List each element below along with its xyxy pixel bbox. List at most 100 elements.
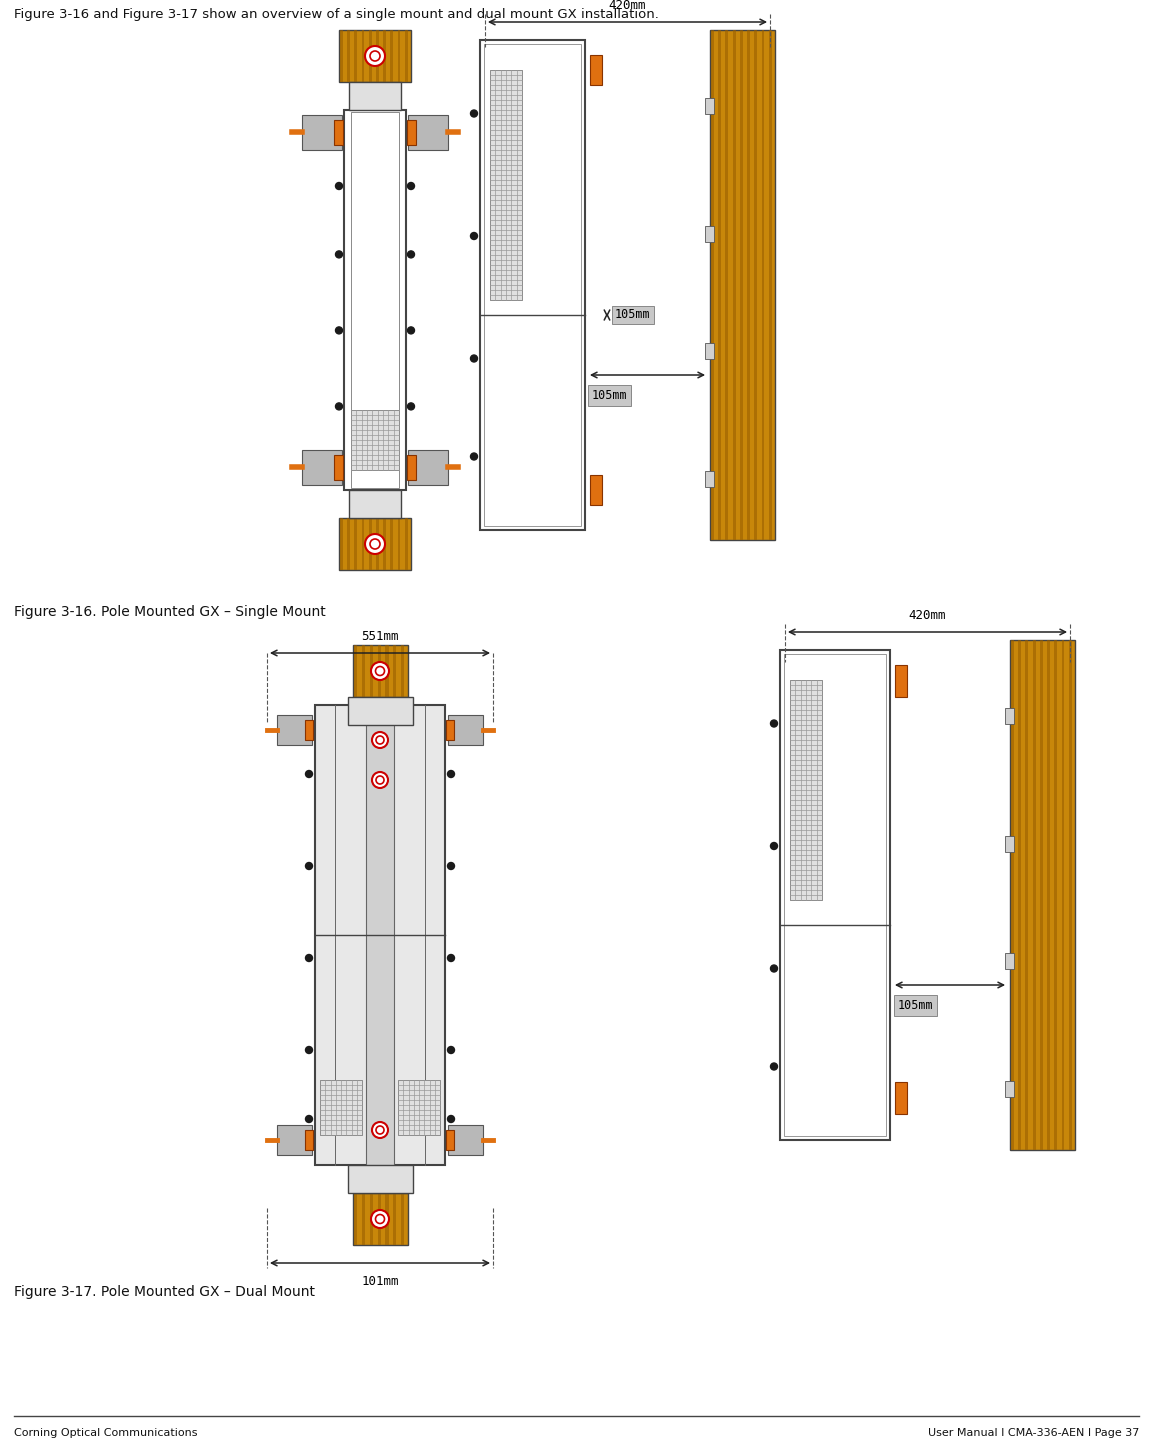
- Bar: [704, 98, 714, 114]
- Bar: [321, 1080, 362, 1135]
- Circle shape: [366, 46, 385, 67]
- Bar: [779, 650, 890, 1140]
- Circle shape: [770, 1063, 777, 1070]
- Bar: [370, 644, 372, 696]
- Bar: [340, 30, 342, 83]
- Circle shape: [447, 1115, 454, 1122]
- Bar: [369, 518, 371, 571]
- Bar: [754, 30, 758, 540]
- Bar: [334, 120, 342, 145]
- Text: 420mm: 420mm: [909, 610, 947, 623]
- Bar: [704, 226, 714, 242]
- Bar: [393, 1193, 397, 1245]
- Bar: [711, 30, 714, 540]
- Bar: [769, 30, 771, 540]
- Bar: [1040, 640, 1042, 1150]
- Bar: [1005, 1082, 1013, 1098]
- Bar: [369, 30, 371, 83]
- Bar: [401, 644, 405, 696]
- Circle shape: [306, 770, 312, 778]
- Bar: [354, 518, 357, 571]
- Circle shape: [470, 110, 477, 117]
- Bar: [377, 1193, 380, 1245]
- Bar: [362, 644, 366, 696]
- Bar: [351, 111, 399, 488]
- Bar: [347, 518, 351, 571]
- Circle shape: [407, 251, 414, 258]
- Circle shape: [770, 843, 777, 850]
- Bar: [370, 1193, 372, 1245]
- Bar: [1062, 640, 1064, 1150]
- Bar: [391, 30, 393, 83]
- Circle shape: [407, 327, 414, 334]
- Bar: [405, 518, 408, 571]
- Bar: [385, 1193, 389, 1245]
- Bar: [704, 471, 714, 487]
- Circle shape: [366, 534, 385, 555]
- Bar: [302, 114, 342, 151]
- Circle shape: [371, 1211, 389, 1228]
- Text: Figure 3-16. Pole Mounted GX – Single Mount: Figure 3-16. Pole Mounted GX – Single Mo…: [14, 605, 326, 618]
- Circle shape: [470, 355, 477, 362]
- Text: 105mm: 105mm: [591, 390, 627, 403]
- Bar: [1047, 640, 1050, 1150]
- Bar: [391, 518, 393, 571]
- Bar: [315, 705, 445, 1166]
- Bar: [1018, 640, 1022, 1150]
- Circle shape: [372, 772, 389, 788]
- Bar: [366, 705, 394, 1166]
- Text: Figure 3-16 and Figure 3-17 show an overview of a single mount and dual mount GX: Figure 3-16 and Figure 3-17 show an over…: [14, 9, 658, 22]
- Bar: [446, 1129, 454, 1150]
- Bar: [348, 696, 413, 725]
- Bar: [710, 30, 775, 540]
- Bar: [1054, 640, 1057, 1150]
- Circle shape: [306, 954, 312, 961]
- Circle shape: [447, 1047, 454, 1054]
- Bar: [339, 518, 410, 571]
- Bar: [490, 70, 522, 300]
- Circle shape: [447, 863, 454, 869]
- Bar: [277, 715, 312, 746]
- Bar: [1005, 835, 1013, 851]
- Bar: [362, 30, 364, 83]
- Bar: [362, 1193, 366, 1245]
- Bar: [376, 30, 379, 83]
- Bar: [334, 455, 342, 479]
- Bar: [377, 644, 380, 696]
- Bar: [895, 1082, 907, 1114]
- Bar: [1005, 953, 1013, 969]
- Bar: [590, 55, 602, 85]
- Circle shape: [447, 770, 454, 778]
- Circle shape: [372, 733, 389, 749]
- Bar: [895, 665, 907, 696]
- Bar: [405, 30, 408, 83]
- Circle shape: [372, 1122, 389, 1138]
- Bar: [1010, 640, 1075, 1150]
- Bar: [349, 83, 401, 110]
- Text: 551mm: 551mm: [361, 630, 399, 643]
- Bar: [1033, 640, 1035, 1150]
- Bar: [344, 110, 406, 489]
- Bar: [302, 450, 342, 485]
- Bar: [408, 114, 449, 151]
- Bar: [484, 43, 581, 526]
- Bar: [740, 30, 743, 540]
- Bar: [407, 120, 416, 145]
- Circle shape: [407, 182, 414, 190]
- Text: 105mm: 105mm: [898, 999, 934, 1012]
- Bar: [407, 455, 416, 479]
- Circle shape: [770, 964, 777, 972]
- Bar: [385, 644, 389, 696]
- Bar: [790, 681, 822, 901]
- Bar: [1005, 708, 1013, 724]
- Circle shape: [447, 954, 454, 961]
- Circle shape: [336, 251, 342, 258]
- Bar: [354, 30, 357, 83]
- Circle shape: [336, 327, 342, 334]
- Text: Corning Optical Communications: Corning Optical Communications: [14, 1428, 197, 1438]
- Bar: [398, 1080, 440, 1135]
- Bar: [348, 1166, 413, 1193]
- Bar: [1025, 640, 1028, 1150]
- Text: 105mm: 105mm: [615, 308, 650, 321]
- Bar: [383, 518, 386, 571]
